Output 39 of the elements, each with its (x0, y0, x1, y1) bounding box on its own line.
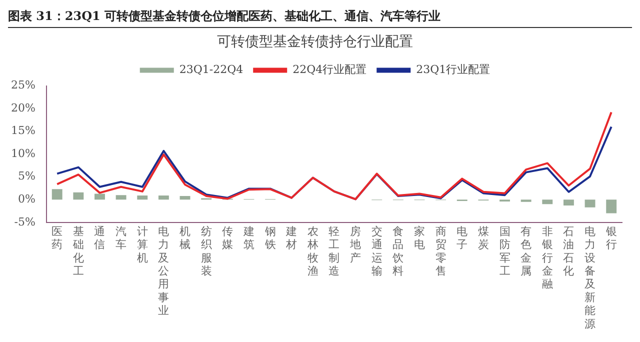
x-tick-label: 非银行金融 (540, 224, 553, 291)
x-tick-label: 电力设备及新能源 (584, 224, 596, 330)
x-tick-label: 通信 (94, 224, 106, 252)
chart-subtitle: 图表 31：23Q1 可转债型基金转债仓位增配医药、基础化工、通信、汽车等行业 (8, 8, 632, 28)
x-tick-label: 有色金属 (520, 224, 532, 278)
x-tick-label: 建筑 (242, 224, 254, 252)
x-tick-label: 煤炭 (478, 224, 489, 252)
x-tick-label: 传媒 (222, 224, 234, 252)
y-tick-label: 15% (10, 124, 36, 138)
y-tick-label: 25% (10, 78, 36, 92)
chart-title: 可转债型基金转债持仓行业配置 (217, 34, 413, 50)
x-tick-label: 银行 (604, 224, 617, 252)
x-tick-label: 交通运输 (371, 224, 382, 278)
y-tick-label: 0% (18, 192, 36, 206)
x-tick-label: 基础化工 (72, 224, 84, 278)
x-tick-label: 汽车 (116, 224, 127, 252)
x-tick-label: 机械 (180, 224, 191, 252)
x-tick-label: 房地产 (349, 224, 362, 264)
x-tick-label: 食品饮料 (392, 224, 404, 278)
x-tick-label: 电子 (456, 224, 468, 252)
x-tick-label: 轻工制造 (328, 224, 340, 278)
y-tick-label: -5% (14, 215, 36, 228)
legend-label: 23Q1-22Q4 (179, 63, 244, 76)
x-tick-label: 建材 (285, 224, 298, 252)
x-tick-label: 农林牧渔 (306, 224, 318, 278)
y-tick-label: 20% (10, 101, 36, 114)
x-tick-label: 石油石化 (563, 224, 574, 278)
x-tick-label: 家电 (414, 224, 425, 252)
x-tick-label: 商贸零售 (435, 224, 446, 278)
y-tick-label: 5% (18, 170, 36, 183)
legend-label: 22Q4行业配置 (292, 63, 367, 76)
x-tick-label: 国防军工 (499, 224, 510, 278)
x-tick-label: 医药 (52, 224, 63, 252)
x-tick-label: 计算机 (136, 224, 148, 264)
legend-label: 23Q1行业配置 (416, 63, 490, 76)
x-tick-label: 钢铁 (264, 224, 276, 252)
x-tick-label: 电力及公用事业 (158, 224, 170, 318)
x-tick-label: 纺织服装 (200, 224, 212, 278)
y-tick-label: 10% (10, 146, 36, 160)
